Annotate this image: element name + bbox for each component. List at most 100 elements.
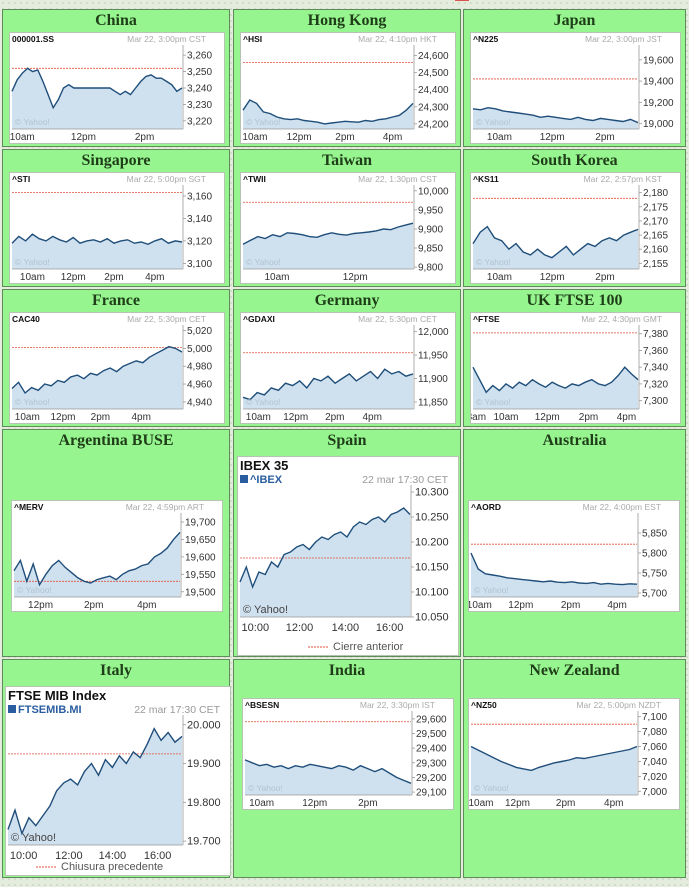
symbol-label: ^NZ50 (471, 700, 497, 710)
x-tick-label: 2pm (358, 798, 377, 809)
x-tick-label: 10am (246, 412, 271, 423)
y-tick-label: 4,940 (187, 397, 212, 408)
date-label: Mar 22, 4:00pm EST (583, 502, 661, 512)
y-tick-label: 5,700 (642, 589, 667, 600)
yahoo-watermark: © Yahoo! (15, 397, 50, 407)
series-line (242, 368, 414, 401)
cell-germany: Germany ^GDAXI Mar 22, 5:30pm CET 12,000 11,… (233, 289, 461, 427)
yahoo-watermark: © Yahoo! (246, 117, 281, 127)
series-area (473, 226, 638, 269)
y-tick-label: 10.250 (415, 512, 449, 524)
chart-singapore[interactable]: ^STI Mar 22, 5:00pm SGT 3,160 3,140 3,120 3,1… (9, 172, 225, 284)
chart-newzealand[interactable]: ^NZ50 Mar 22, 5:00pm NZDT 7,100 7,080 7,060 7… (468, 698, 680, 810)
y-tick-label: 19,550 (185, 570, 216, 581)
x-tick-label: 12pm (287, 132, 312, 143)
chart-hongkong[interactable]: ^HSI Mar 22, 4:10pm HKT 24,600 24,500 24,400… (240, 32, 456, 144)
y-tick-label: 19,200 (643, 98, 674, 109)
cell-southkorea: South Korea ^KS11 Mar 22, 2:57pm KST 2,180 2… (463, 149, 686, 287)
chart-spain[interactable]: IBEX 35 ^IBEX 22 mar 17:30 CET 10.300 10.250… (237, 456, 459, 656)
y-tick-label: 7,300 (643, 396, 668, 407)
yahoo-watermark: © Yahoo! (243, 604, 288, 616)
series-line (7, 727, 183, 836)
chart-australia[interactable]: ^AORD Mar 22, 4:00pm EST 5,850 5,800 5,750 5,… (468, 500, 680, 612)
x-tick-label: 10am (10, 132, 35, 143)
cell-title: Spain (327, 432, 367, 449)
symbol-label: 000001.SS (12, 34, 54, 44)
date-label: Mar 22, 5:00pm NZDT (576, 700, 661, 710)
x-tick-label: 12pm (343, 272, 368, 283)
index-name: FTSE MIB Index (8, 688, 107, 703)
chart-uk[interactable]: ^FTSE Mar 22, 4:30pm GMT 7,380 7,360 7,340 7,… (470, 312, 681, 424)
x-tick-label: 2pm (579, 412, 598, 423)
y-tick-label: 4,960 (187, 380, 212, 391)
x-tick-label: 4pm (607, 600, 626, 611)
y-tick-label: 12,000 (418, 327, 449, 338)
date-label: Mar 22, 5:30pm CET (358, 314, 437, 324)
y-tick-label: 2,180 (643, 188, 668, 199)
series-line (11, 67, 183, 110)
yahoo-watermark: © Yahoo! (15, 257, 50, 267)
cell-title: Hong Kong (307, 12, 387, 29)
x-tick-label: 10am (20, 272, 45, 283)
cell-title: China (95, 12, 137, 29)
chart-taiwan[interactable]: ^TWII Mar 22, 1:30pm CST 10,000 9,950 9,900 9… (240, 172, 456, 284)
chart-germany[interactable]: ^GDAXI Mar 22, 5:30pm CET 12,000 11,950 11,9… (240, 312, 456, 424)
chart-argentina[interactable]: ^MERV Mar 22, 4:59pm ART 19,700 19,650 19,60… (11, 500, 223, 612)
x-tick-label: 8am (471, 412, 486, 423)
y-tick-label: 5,850 (642, 529, 667, 540)
x-tick-label: 12pm (28, 600, 53, 611)
y-tick-label: 29,500 (416, 729, 447, 740)
yahoo-watermark: © Yahoo! (15, 117, 50, 127)
symbol-label: ^IBEX (250, 474, 283, 486)
y-tick-label: 10,000 (418, 186, 449, 197)
x-tick-label: 2pm (135, 132, 154, 143)
x-tick-label: 12:00 (286, 622, 314, 634)
series-area (473, 367, 638, 409)
x-tick-label: 4pm (362, 412, 381, 423)
chart-svg: ^GDAXI Mar 22, 5:30pm CET 12,000 11,950 11,9… (242, 314, 449, 423)
x-tick-label: 10am (469, 600, 492, 611)
y-tick-label: 7,080 (642, 727, 667, 738)
yahoo-watermark: © Yahoo! (17, 585, 52, 595)
y-tick-label: 2,165 (643, 231, 668, 242)
chart-china[interactable]: 000001.SS Mar 22, 3:00pm CST 3,260 3,250 3,2… (9, 32, 225, 144)
date-label: 22 mar 17:30 CET (134, 704, 220, 716)
x-tick-label: 12pm (540, 132, 565, 143)
y-tick-label: 24,200 (418, 119, 449, 130)
symbol-label: ^AORD (471, 502, 501, 512)
x-tick-label: 16:00 (144, 850, 172, 862)
y-tick-label: 9,800 (418, 263, 443, 274)
cell-title: UK FTSE 100 (526, 292, 623, 309)
series-line (11, 233, 183, 246)
y-tick-label: 19.700 (187, 836, 221, 848)
y-tick-label: 5,000 (187, 344, 212, 355)
series-area (245, 759, 411, 795)
cell-india: India ^BSESN Mar 22, 3:30pm IST 29,600 29,50… (233, 659, 461, 878)
y-tick-label: 29,100 (416, 788, 447, 799)
series-area (243, 223, 413, 269)
cell-uk: UK FTSE 100 ^FTSE Mar 22, 4:30pm GMT 7,380 7… (463, 289, 686, 427)
cell-taiwan: Taiwan ^TWII Mar 22, 1:30pm CST 10,000 9,950… (233, 149, 461, 287)
chart-japan[interactable]: ^N225 Mar 22, 3:00pm JST 19,600 19,400 19,20… (470, 32, 681, 144)
y-tick-label: 5,020 (187, 326, 212, 337)
chart-france[interactable]: CAC40 Mar 22, 5:30pm CET 5,020 5,000 4,980 4,… (9, 312, 225, 424)
x-tick-label: 2pm (335, 132, 354, 143)
y-tick-label: 19.900 (187, 758, 221, 770)
y-tick-label: 10.100 (415, 587, 449, 599)
symbol-label: ^GDAXI (243, 314, 275, 324)
x-tick-label: 4pm (145, 272, 164, 283)
y-tick-label: 11,950 (418, 351, 448, 362)
x-tick-label: 4pm (617, 412, 636, 423)
y-tick-label: 20.000 (187, 719, 221, 731)
series-line (242, 222, 414, 245)
x-tick-label: 10am (493, 412, 518, 423)
chart-india[interactable]: ^BSESN Mar 22, 3:30pm IST 29,600 29,500 29,4… (242, 698, 454, 810)
chart-italy[interactable]: FTSE MIB Index FTSEMIB.MI 22 mar 17:30 CET… (5, 686, 231, 876)
y-tick-label: 19,600 (643, 55, 674, 66)
x-tick-label: 10am (469, 798, 493, 809)
chart-southkorea[interactable]: ^KS11 Mar 22, 2:57pm KST 2,180 2,175 2,170 2,… (470, 172, 681, 284)
symbol-label: ^N225 (473, 34, 499, 44)
x-tick-label: 12pm (540, 272, 565, 283)
cell-argentina: Argentina BUSE ^MERV Mar 22, 4:59pm ART 19,… (2, 429, 230, 657)
